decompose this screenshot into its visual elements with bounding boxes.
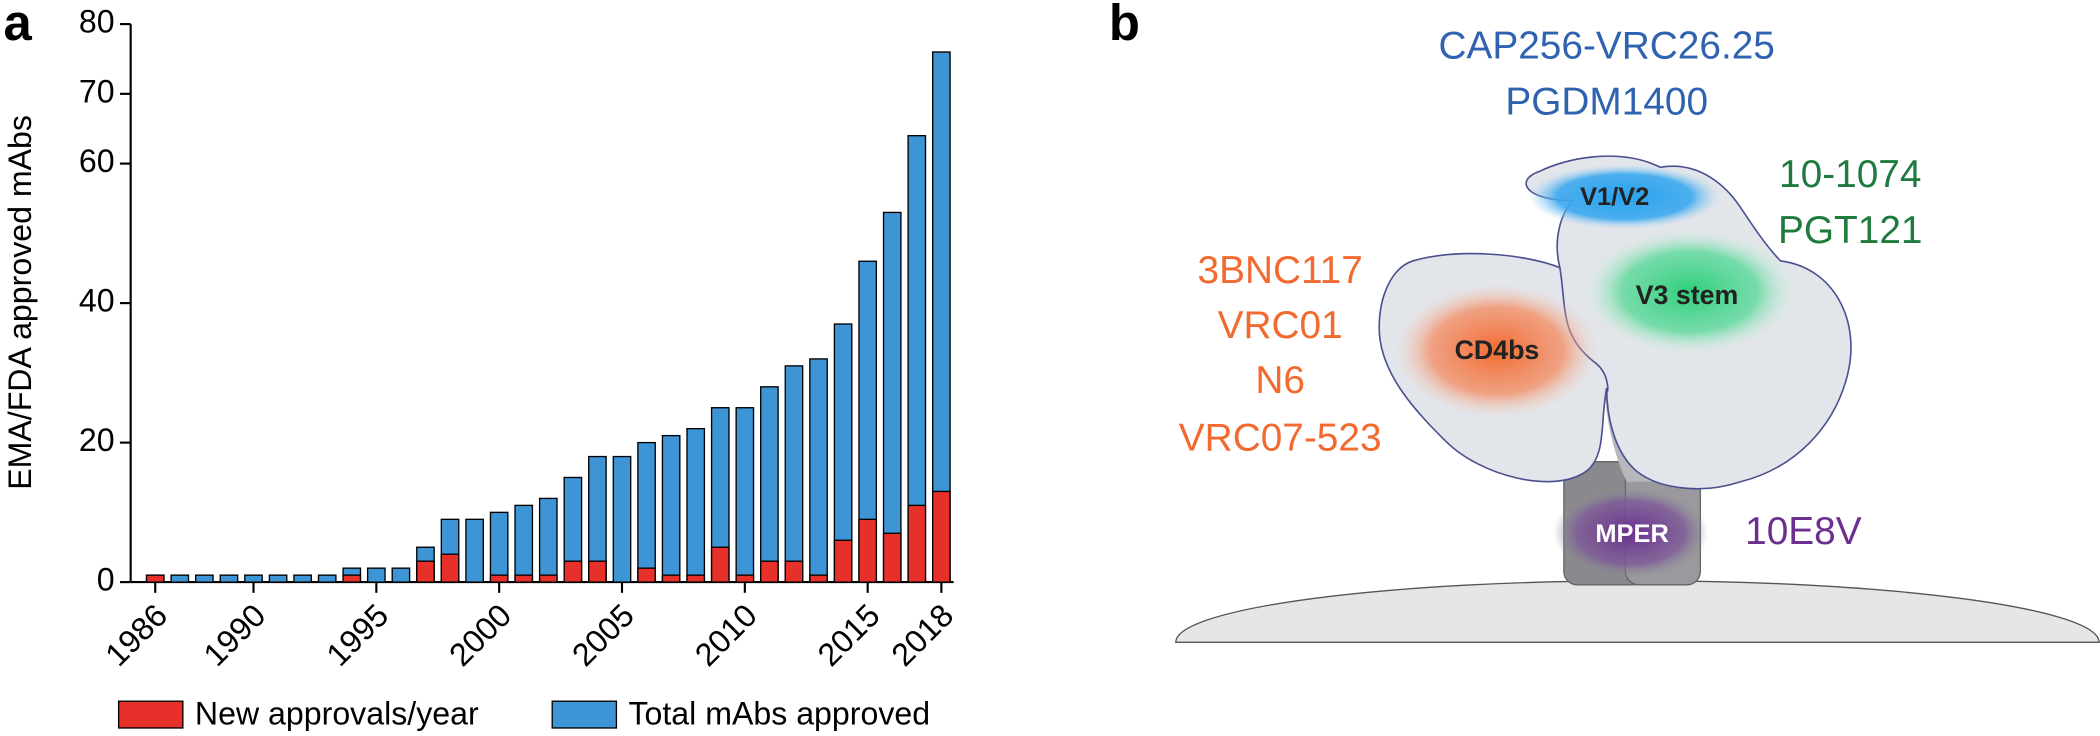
bar — [735, 574, 755, 583]
bar — [342, 574, 362, 583]
bar — [170, 574, 190, 583]
x-tick-label: 2000 — [442, 597, 518, 673]
site-label: CD4bs — [1455, 335, 1540, 365]
antibody-label: N6 — [1255, 359, 1305, 402]
y-tick-label: 40 — [79, 283, 115, 319]
bar — [661, 574, 681, 583]
mper-site — [1553, 487, 1709, 579]
bar — [293, 574, 313, 583]
y-tick-label: 60 — [79, 143, 115, 179]
site-label: V1/V2 — [1580, 183, 1649, 211]
x-tick-label: 2018 — [884, 597, 960, 673]
antibody-label: PGDM1400 — [1505, 81, 1708, 124]
bar — [809, 574, 828, 583]
antibody-label: 3BNC117 — [1197, 249, 1362, 292]
panel-label: b — [1109, 0, 1140, 51]
legend-label: New approvals/year — [195, 695, 479, 731]
bar — [735, 407, 755, 583]
bar — [317, 574, 337, 583]
bar — [882, 532, 902, 583]
bar — [784, 365, 804, 583]
bar — [833, 539, 853, 583]
x-tick-label: 2005 — [565, 597, 641, 673]
bar — [809, 358, 828, 583]
bar — [514, 574, 534, 583]
y-tick-label: 20 — [79, 422, 115, 458]
y-tick-label: 0 — [97, 562, 115, 598]
bar — [760, 386, 779, 583]
x-tick-label: 1990 — [197, 597, 273, 673]
bar — [661, 434, 681, 583]
bar — [637, 441, 656, 583]
site-label: V3 stem — [1636, 280, 1739, 310]
x-tick-label: 1986 — [98, 597, 174, 673]
bar — [686, 574, 706, 583]
legend-swatch — [551, 700, 618, 729]
bar — [366, 567, 386, 583]
bar — [219, 574, 239, 583]
bar — [858, 518, 878, 583]
antibody-label: VRC07-523 — [1179, 417, 1382, 460]
membrane — [1175, 580, 2100, 643]
antibody-label: 10-1074 — [1779, 153, 1921, 196]
bar — [465, 518, 484, 583]
site-label: MPER — [1595, 520, 1668, 548]
bar — [612, 455, 632, 583]
bar — [637, 567, 656, 583]
bar — [760, 560, 779, 583]
bar — [195, 574, 214, 583]
v1v2-site — [1527, 164, 1721, 229]
antibody-label: CAP256-VRC26.25 — [1438, 24, 1774, 67]
legend-swatch — [117, 700, 184, 729]
antibody-label: VRC01 — [1218, 304, 1343, 347]
bar — [391, 567, 411, 583]
bar — [268, 574, 288, 583]
bar — [145, 574, 165, 583]
y-axis-label: EMA/FDA approved mAbs — [2, 115, 38, 490]
x-tick-label: 1995 — [319, 597, 395, 673]
y-tick-label: 80 — [79, 4, 115, 40]
x-tick-label: 2015 — [811, 597, 887, 673]
panel-label: a — [4, 0, 33, 51]
bar — [489, 511, 509, 583]
antibody-label: PGT121 — [1778, 209, 1922, 252]
bar — [588, 560, 607, 583]
bar — [440, 553, 460, 583]
bar — [932, 490, 951, 583]
antibody-label: 10E8V — [1745, 510, 1862, 553]
bar — [907, 504, 927, 583]
x-tick-label: 2010 — [688, 597, 764, 673]
diagram: V1/V2 V3 stem CD4bs MPER CAP256-VRC26.25… — [1175, 24, 2100, 643]
bar — [416, 560, 435, 583]
bar — [882, 211, 902, 583]
bar — [514, 504, 534, 583]
bar — [710, 546, 730, 583]
bar — [244, 574, 263, 583]
bar — [563, 560, 583, 583]
plot: 0 20 40 60 70 80 1986 1990 1995 2000 2005 2010 20152… — [79, 4, 960, 732]
bar — [784, 560, 804, 583]
bar — [686, 427, 706, 583]
y-tick-label: 70 — [79, 73, 115, 109]
bar — [489, 574, 509, 583]
bar — [538, 497, 558, 583]
legend-label: Total mAbs approved — [628, 695, 930, 731]
cd4bs-site — [1395, 283, 1599, 418]
bar — [538, 574, 558, 583]
v3-site — [1585, 230, 1795, 354]
